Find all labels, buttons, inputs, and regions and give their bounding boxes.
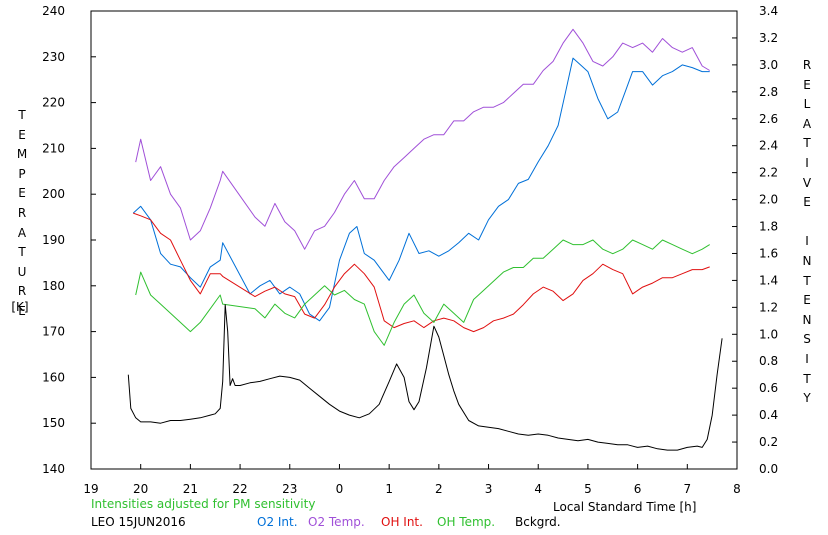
left-tick-label: 150 bbox=[42, 416, 65, 430]
label-letter: R bbox=[17, 205, 27, 220]
x-tick-label: 3 bbox=[485, 482, 493, 496]
label-letter: E bbox=[18, 186, 26, 201]
label-letter: S bbox=[803, 332, 811, 347]
series-bckgrd bbox=[127, 304, 723, 451]
label-letter: M bbox=[16, 147, 28, 162]
label-letter: E bbox=[803, 293, 811, 308]
right-tick-label: 1.8 bbox=[759, 220, 778, 234]
legend-item: OH Int. bbox=[381, 515, 423, 529]
legend-item: O2 Temp. bbox=[308, 515, 365, 529]
right-tick-label: 3.0 bbox=[759, 58, 778, 72]
left-tick-label: 200 bbox=[42, 187, 65, 201]
x-tick-label: 23 bbox=[282, 482, 297, 496]
label-letter: N bbox=[802, 253, 812, 268]
x-tick-label: 5 bbox=[584, 482, 592, 496]
sensitivity-note: Intensities adjusted for PM sensitivity bbox=[91, 497, 316, 511]
label-letter: T bbox=[803, 136, 811, 151]
x-tick-label: 22 bbox=[232, 482, 247, 496]
x-tick-label: 0 bbox=[336, 482, 344, 496]
left-tick-label: 220 bbox=[42, 96, 65, 110]
left-tick-label: 160 bbox=[42, 370, 65, 384]
x-tick-label: 8 bbox=[733, 482, 741, 496]
x-tick-label: 20 bbox=[133, 482, 148, 496]
right-tick-label: 3.2 bbox=[759, 31, 778, 45]
right-tick-label: 0.6 bbox=[759, 381, 778, 395]
label-gap bbox=[797, 213, 817, 233]
label-letter: E bbox=[18, 303, 26, 318]
label-letter: I bbox=[805, 155, 809, 170]
label-letter: R bbox=[802, 58, 812, 72]
label-letter: T bbox=[803, 371, 811, 386]
right-tick-label: 2.0 bbox=[759, 193, 778, 207]
left-tick-label: 180 bbox=[42, 279, 65, 293]
series-oh-int bbox=[133, 212, 710, 333]
left-tick-label: 190 bbox=[42, 233, 65, 247]
label-letter: V bbox=[802, 175, 812, 190]
label-letter: R bbox=[17, 284, 27, 299]
legend-item: OH Temp. bbox=[437, 515, 496, 529]
label-letter: Y bbox=[803, 391, 811, 406]
left-tick-label: 240 bbox=[42, 4, 65, 18]
right-tick-label: 2.8 bbox=[759, 85, 778, 99]
right-tick-label: 0.4 bbox=[759, 408, 778, 422]
x-tick-label: 2 bbox=[435, 482, 443, 496]
label-letter: U bbox=[17, 264, 27, 279]
x-tick-label: 4 bbox=[534, 482, 542, 496]
legend-item: Bckgrd. bbox=[515, 515, 561, 529]
left-tick-label: 140 bbox=[42, 462, 65, 476]
right-tick-label: 1.6 bbox=[759, 246, 778, 260]
right-tick-label: 0.0 bbox=[759, 462, 778, 476]
left-tick-label: 210 bbox=[42, 141, 65, 155]
x-tick-label: 19 bbox=[83, 482, 98, 496]
right-tick-label: 1.4 bbox=[759, 273, 778, 287]
right-tick-label: 1.0 bbox=[759, 327, 778, 341]
left-axis-unit: [K] bbox=[11, 300, 29, 314]
left-tick-label: 170 bbox=[42, 325, 65, 339]
label-letter: E bbox=[18, 127, 26, 142]
series-o2-temp bbox=[135, 28, 710, 250]
x-tick-label: 6 bbox=[634, 482, 642, 496]
right-tick-label: 2.4 bbox=[759, 139, 778, 153]
right-tick-label: 1.2 bbox=[759, 300, 778, 314]
right-tick-label: 3.4 bbox=[759, 4, 778, 18]
x-tick-label: 7 bbox=[683, 482, 691, 496]
site-date: LEO 15JUN2016 bbox=[91, 515, 186, 529]
x-tick-label: 1 bbox=[385, 482, 393, 496]
label-letter: A bbox=[17, 225, 27, 240]
left-tick-label: 230 bbox=[42, 50, 65, 64]
right-tick-label: 2.2 bbox=[759, 166, 778, 180]
label-letter: N bbox=[802, 312, 812, 327]
label-letter: T bbox=[803, 273, 811, 288]
label-letter: A bbox=[802, 116, 812, 131]
label-letter: P bbox=[18, 166, 26, 181]
plot-frame bbox=[90, 10, 738, 470]
label-letter: I bbox=[805, 234, 809, 249]
series-oh-temp bbox=[135, 239, 710, 346]
label-letter: E bbox=[803, 77, 811, 92]
x-axis-title: Local Standard Time [h] bbox=[553, 500, 697, 514]
right-tick-label: 2.6 bbox=[759, 112, 778, 126]
label-letter: I bbox=[805, 351, 809, 366]
series-o2-int bbox=[132, 57, 710, 322]
label-letter: T bbox=[18, 108, 26, 122]
label-letter: E bbox=[803, 195, 811, 210]
legend-item: O2 Int. bbox=[257, 515, 298, 529]
right-tick-label: 0.8 bbox=[759, 354, 778, 368]
label-letter: T bbox=[18, 245, 26, 260]
label-letter: L bbox=[803, 97, 811, 112]
x-tick-label: 21 bbox=[183, 482, 198, 496]
right-tick-label: 0.2 bbox=[759, 435, 778, 449]
